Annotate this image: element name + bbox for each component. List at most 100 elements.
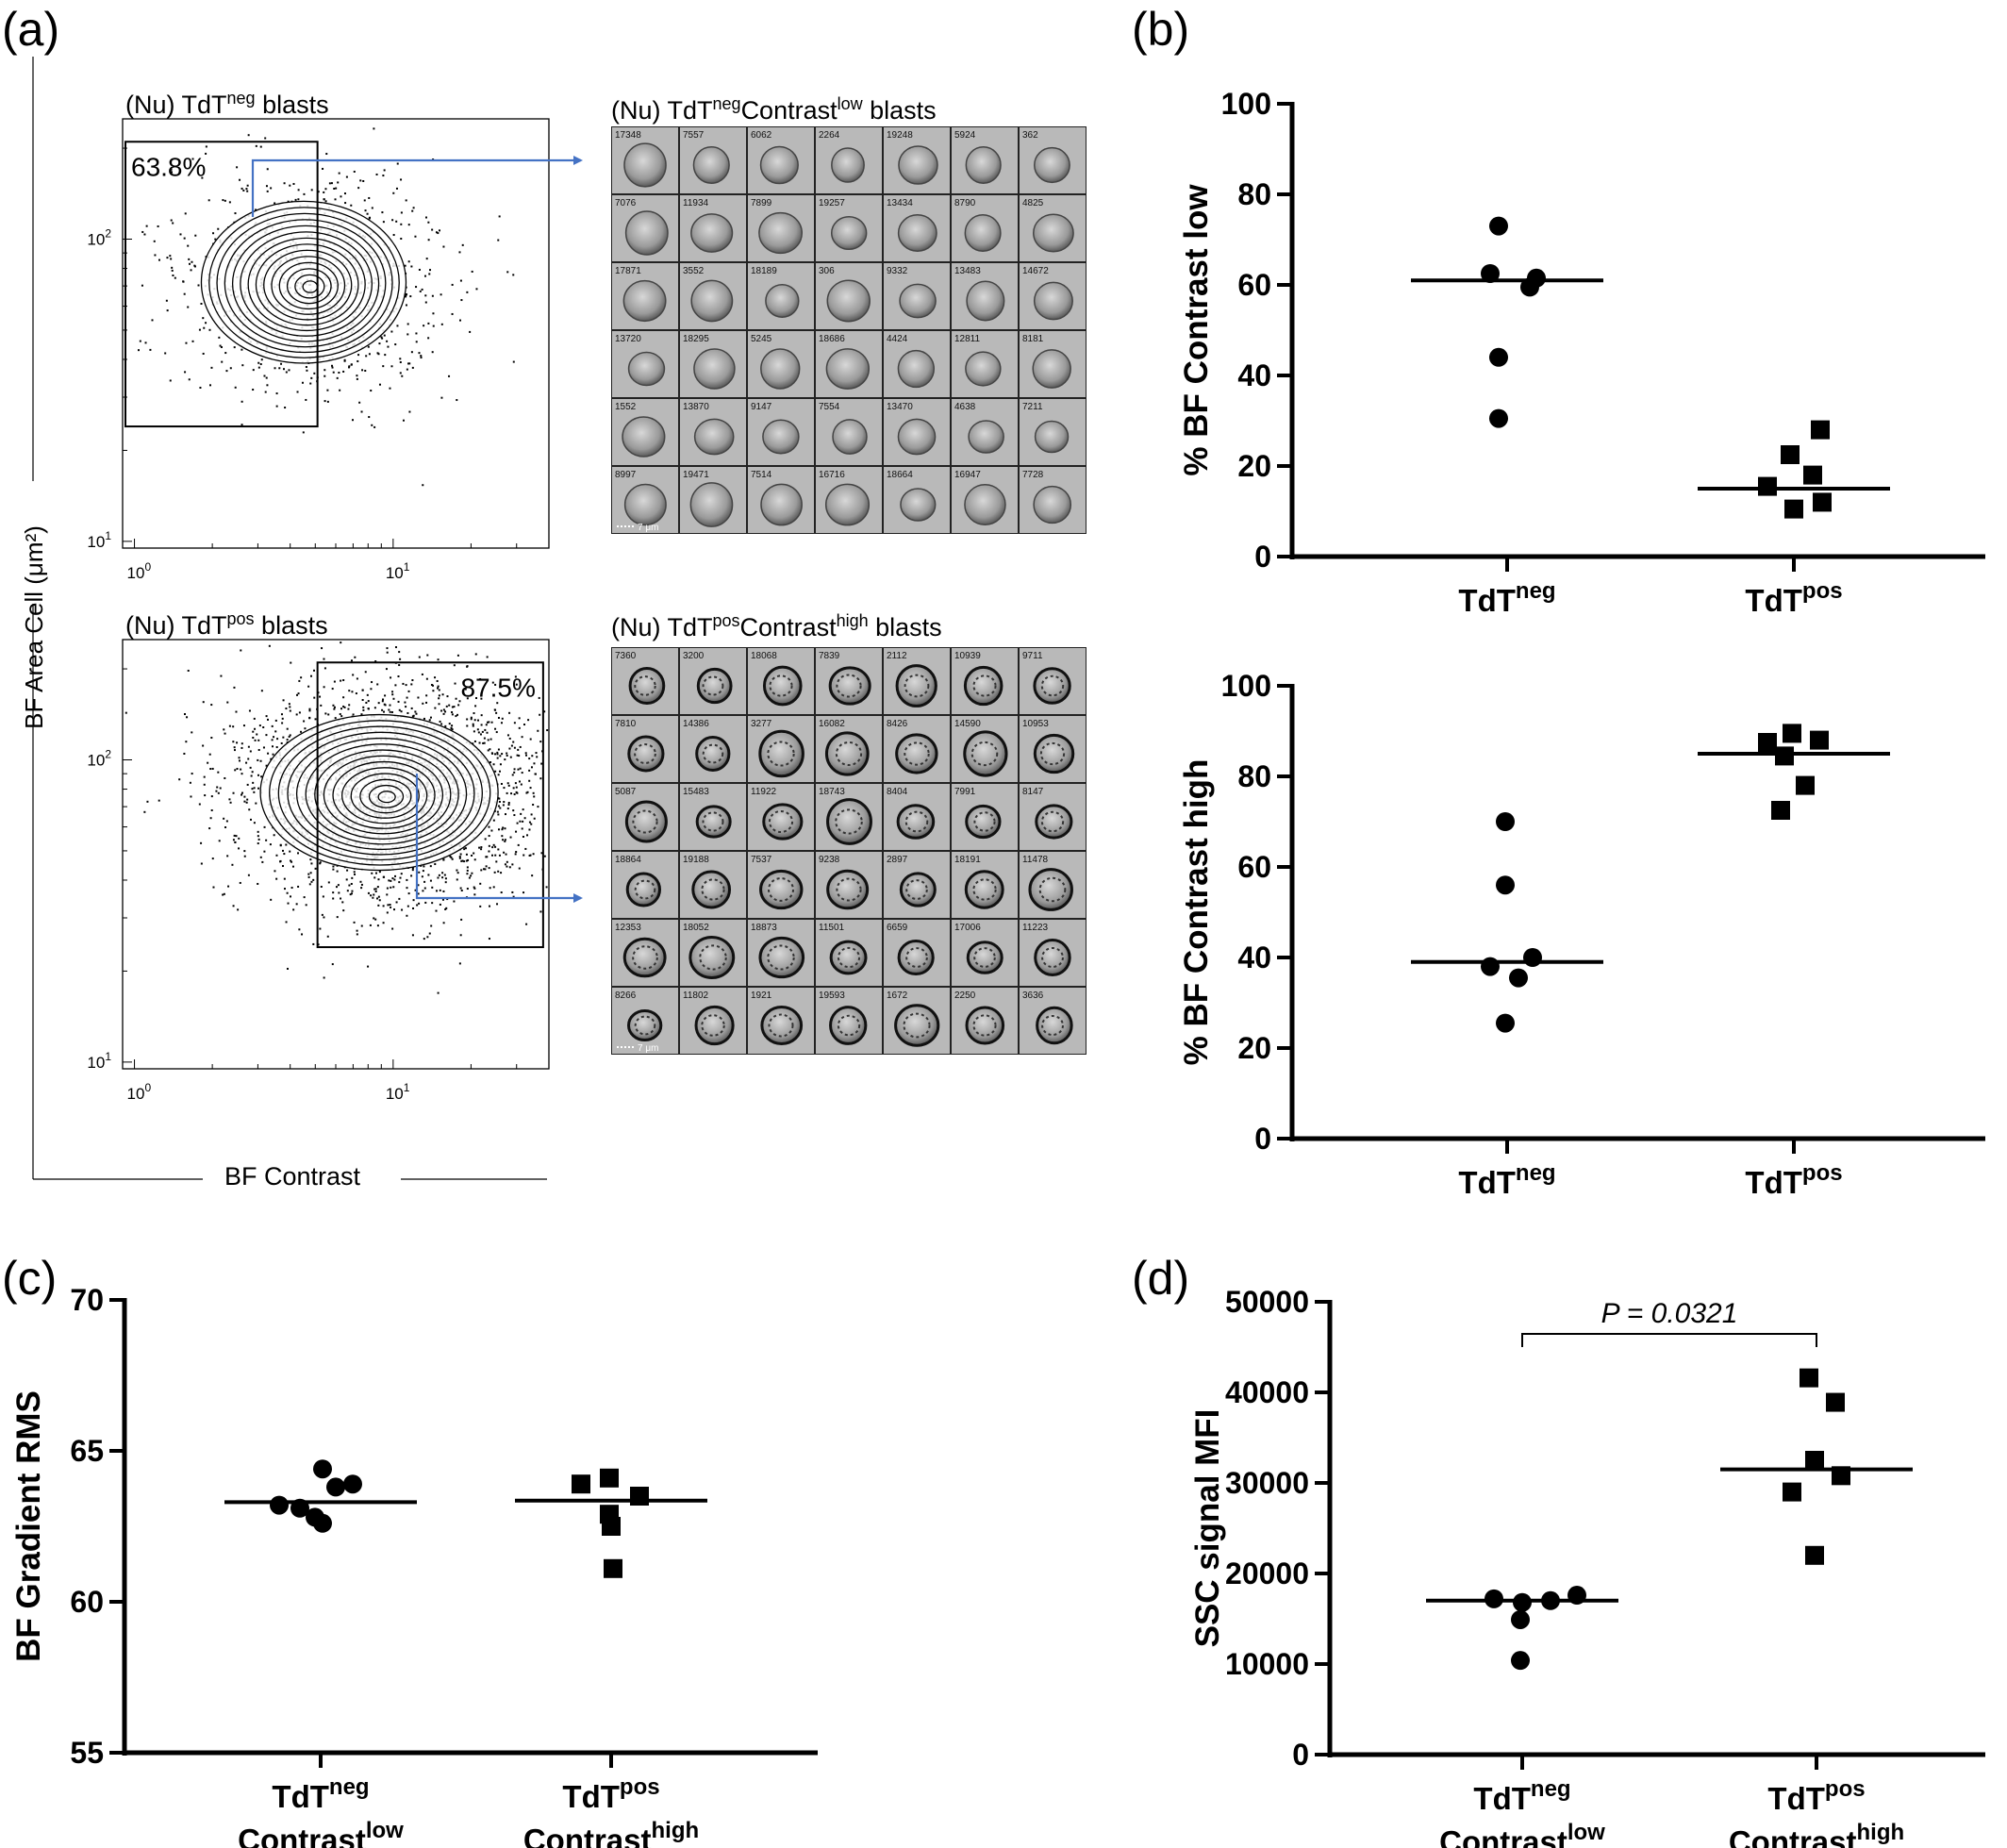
event-dot [517, 769, 519, 771]
event-dot [497, 240, 499, 241]
cell-image [693, 147, 729, 183]
event-dot [338, 372, 340, 374]
x-tick-label-line2: Contrastlow [1439, 1820, 1605, 1848]
event-dot [217, 772, 219, 774]
event-dot [303, 193, 305, 195]
event-dot [478, 731, 480, 733]
event-dot [422, 703, 423, 705]
event-dot [530, 787, 532, 789]
event-dot [203, 327, 205, 329]
event-dot [324, 667, 326, 669]
event-dot [489, 826, 490, 828]
gallery-cell: 16947 [952, 467, 1018, 533]
gallery-cell: 2264 [816, 127, 882, 193]
event-dot [501, 835, 503, 837]
event-dot [248, 808, 250, 810]
data-point-circle [1489, 217, 1508, 236]
event-dot [308, 717, 310, 719]
event-dot [484, 738, 486, 740]
y-tick-label: 20 [1237, 449, 1271, 483]
event-dot [322, 914, 323, 916]
cell-image [1035, 148, 1070, 183]
event-dot [501, 891, 503, 893]
cell-id-label: 11802 [683, 991, 709, 1001]
gallery-cell: 18664 [884, 467, 950, 533]
event-dot [438, 686, 440, 688]
event-dot [260, 857, 262, 858]
event-dot [300, 731, 302, 733]
data-point-square [1810, 731, 1829, 750]
gallery-cell: 1921 [748, 988, 814, 1054]
event-dot [540, 763, 542, 765]
event-dot [425, 217, 427, 219]
event-dot [242, 190, 244, 191]
event-dot [525, 752, 527, 754]
event-dot [306, 904, 307, 906]
event-dot [246, 799, 248, 801]
cell-image [827, 280, 870, 322]
y-tick-label: 20 [1237, 1031, 1271, 1065]
y-tick-base: 10 [87, 230, 105, 248]
event-dot [422, 289, 423, 291]
event-dot [258, 749, 260, 751]
dot-plot-bf-contrast-low: 020406080100% BF Contrast lowTdTneg TdTpo… [1178, 87, 1985, 618]
event-dot [337, 916, 339, 918]
cell-id-label: 7360 [615, 651, 637, 661]
x-tick-label-main: TdT [562, 1779, 619, 1814]
scatter-plot-tdt-pos: (Nu) TdTpos blasts 100 10110110287.5% [87, 609, 549, 1103]
event-dot [236, 741, 238, 743]
event-dot [518, 844, 520, 846]
event-dot [434, 676, 436, 678]
event-dot [463, 848, 465, 850]
event-dot [338, 891, 340, 893]
panel-label-b: (b) [1132, 3, 1189, 56]
cell-image [623, 281, 665, 322]
event-dot [274, 367, 276, 369]
event-dot [234, 212, 236, 214]
event-dot [340, 680, 341, 682]
event-dot [273, 736, 274, 738]
event-dot [445, 881, 447, 883]
event-dot [373, 876, 375, 878]
event-dot [272, 745, 274, 747]
event-dot [524, 848, 526, 850]
event-dot [379, 899, 381, 901]
cell-id-label: 18743 [819, 787, 845, 797]
event-dot [418, 872, 420, 874]
event-dot [377, 924, 379, 926]
event-dot [202, 317, 204, 319]
event-dot [346, 176, 348, 178]
event-dot [298, 680, 300, 682]
event-dot [373, 894, 374, 896]
event-dot [522, 836, 524, 838]
event-dot [422, 890, 423, 891]
event-dot [382, 700, 384, 702]
event-dot [348, 690, 350, 691]
event-dot [296, 694, 298, 696]
event-dot [517, 823, 519, 824]
event-dot [241, 188, 243, 190]
event-dot [428, 273, 430, 275]
cell-id-label: 15483 [683, 787, 709, 797]
cell-image [760, 938, 804, 976]
event-dot [377, 886, 379, 888]
event-dot [400, 238, 402, 240]
event-dot [425, 694, 427, 696]
event-dot [469, 331, 471, 333]
cell-image [694, 349, 735, 389]
cell-id-label: 8181 [1022, 334, 1044, 344]
event-dot [494, 753, 496, 755]
cell-image [826, 484, 870, 524]
event-dot [267, 191, 269, 192]
event-dot [437, 232, 439, 234]
event-dot [347, 890, 349, 891]
y-tick-label: 20000 [1225, 1557, 1309, 1590]
event-dot [265, 840, 267, 841]
cell-id-label: 9238 [819, 855, 840, 865]
event-dot [324, 400, 326, 402]
event-dot [304, 896, 306, 898]
event-dot [424, 275, 426, 277]
cell-id-label: 12353 [615, 923, 641, 933]
event-dot [398, 651, 400, 653]
event-dot [391, 693, 393, 695]
